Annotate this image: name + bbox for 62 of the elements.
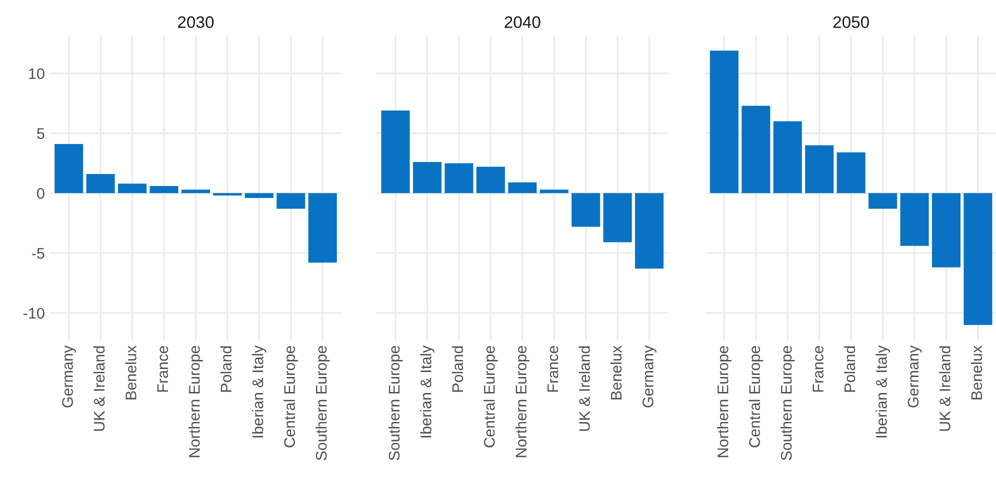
- bar: [964, 193, 992, 325]
- bar: [150, 186, 178, 194]
- x-tick-label: France: [157, 346, 168, 392]
- y-tick-label: -5: [32, 248, 44, 259]
- x-tick-label: Central Europe: [748, 346, 764, 448]
- x-tick-label: Benelux: [610, 346, 622, 400]
- bar: [181, 190, 210, 194]
- y-tick-label: 0: [37, 188, 44, 199]
- x-tick-label: Central Europe: [484, 346, 498, 448]
- bar: [742, 106, 770, 194]
- bar: [118, 184, 147, 194]
- bar: [805, 145, 834, 194]
- bar: [540, 190, 568, 194]
- bar: [213, 193, 242, 196]
- bar: [836, 152, 866, 194]
- chart-title: 2050: [833, 16, 869, 28]
- bar: [86, 174, 115, 194]
- bar: [603, 193, 632, 242]
- x-tick-label: Northern Europe: [515, 346, 530, 458]
- x-tick-label: Poland: [844, 346, 856, 392]
- x-tick-label: Poland: [452, 346, 464, 392]
- x-tick-label: UK & Ireland: [578, 346, 590, 431]
- bar: [773, 121, 802, 194]
- chart-title: 2040: [504, 16, 540, 28]
- x-tick-label: Iberian & Italy: [876, 345, 890, 438]
- x-tick-label: Southern Europe: [780, 346, 795, 460]
- x-tick-label: Iberian & Italy: [252, 345, 266, 438]
- bar: [635, 193, 664, 269]
- chart-title: 2030: [178, 16, 214, 28]
- x-tick-label: Poland: [220, 346, 232, 392]
- x-tick-label: Central Europe: [284, 346, 298, 448]
- x-tick-label: Germany: [62, 345, 76, 408]
- bar: [54, 144, 84, 194]
- bar: [900, 193, 929, 246]
- x-tick-label: Southern Europe: [388, 346, 403, 460]
- bar: [508, 182, 537, 194]
- x-tick-label: Northern Europe: [188, 346, 203, 458]
- x-tick-label: France: [548, 346, 558, 392]
- y-tick-label: 10: [29, 68, 44, 80]
- bar: [868, 193, 898, 209]
- x-tick-label: Benelux: [970, 346, 982, 400]
- bar: [244, 193, 274, 198]
- x-tick-label: Germany: [642, 345, 656, 408]
- y-tick-label: -10: [24, 308, 44, 319]
- bar: [572, 193, 600, 227]
- x-tick-label: Germany: [908, 345, 922, 408]
- x-tick-label: Northern Europe: [717, 346, 732, 458]
- x-tick-label: UK & Ireland: [939, 346, 950, 431]
- bar: [412, 162, 442, 194]
- y-tick-label: 5: [37, 128, 44, 139]
- bar: [444, 163, 474, 194]
- bar: [276, 193, 306, 209]
- x-tick-label: France: [812, 346, 824, 392]
- x-tick-label: UK & Ireland: [93, 346, 105, 431]
- x-tick-label: Southern Europe: [315, 346, 330, 460]
- bar: [381, 110, 410, 194]
- x-tick-label: Benelux: [125, 346, 136, 400]
- x-tick-label: Iberian & Italy: [420, 345, 434, 438]
- bar: [932, 193, 961, 268]
- bar: [308, 193, 337, 263]
- bar: [710, 50, 738, 194]
- bar: [476, 166, 505, 194]
